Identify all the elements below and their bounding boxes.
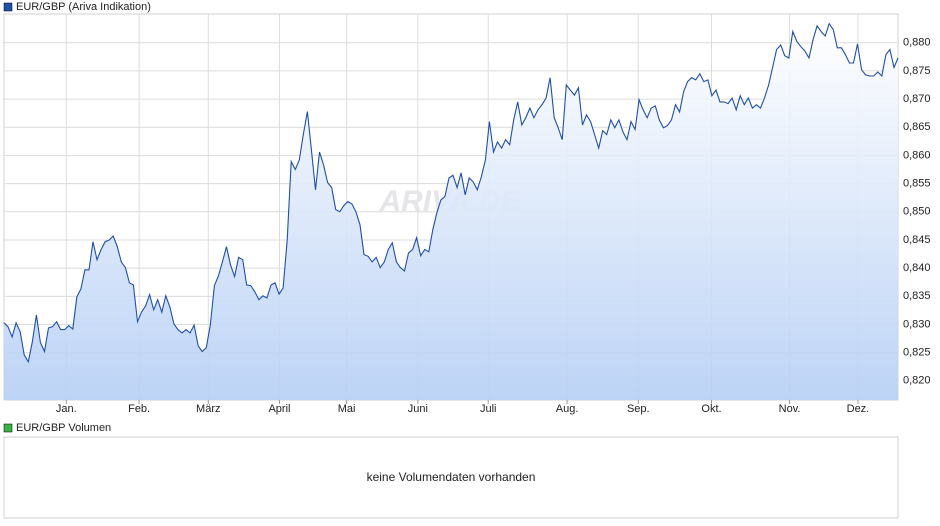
volume-frame [3,436,899,519]
legend-label: EUR/GBP (Ariva Indikation) [16,1,151,13]
y-tick-label: 0,835 [903,290,931,302]
legend-swatch [3,423,13,433]
y-tick-label: 0,845 [903,234,931,246]
x-tick-label: Aug. [556,403,579,415]
price-line [3,22,899,364]
y-tick-label: 0,830 [903,318,931,330]
x-tick-label: April [268,403,290,415]
x-tick-label: Feb. [128,403,150,415]
area-fill [4,23,898,400]
x-tick-label: Sep. [627,403,650,415]
x-tick-label: Juli [480,403,497,415]
x-tick-label: Juni [408,403,428,415]
y-tick-label: 0,860 [903,149,931,161]
y-tick-label: 0,865 [903,121,931,133]
volume-title: EUR/GBP Volumen [16,422,111,434]
y-tick-label: 0,855 [903,178,931,190]
y-tick-label: 0,825 [903,347,931,359]
legend-swatch [3,2,13,12]
x-tick-label: Jan. [56,403,77,415]
x-tick-label: März [196,403,220,415]
x-tick-label: Dez. [847,403,870,415]
y-tick-label: 0,875 [903,65,931,77]
y-tick-label: 0,870 [903,93,931,105]
y-tick-label: 0,840 [903,262,931,274]
y-tick-label: 0,850 [903,206,931,218]
y-tick-label: 0,820 [903,375,931,387]
x-tick-label: Okt. [701,403,721,415]
y-tick-label: 0,880 [903,37,931,49]
x-tick-label: Nov. [779,403,801,415]
x-tick-label: Mai [338,403,356,415]
volume-message: keine Volumendaten vorhanden [367,470,536,484]
